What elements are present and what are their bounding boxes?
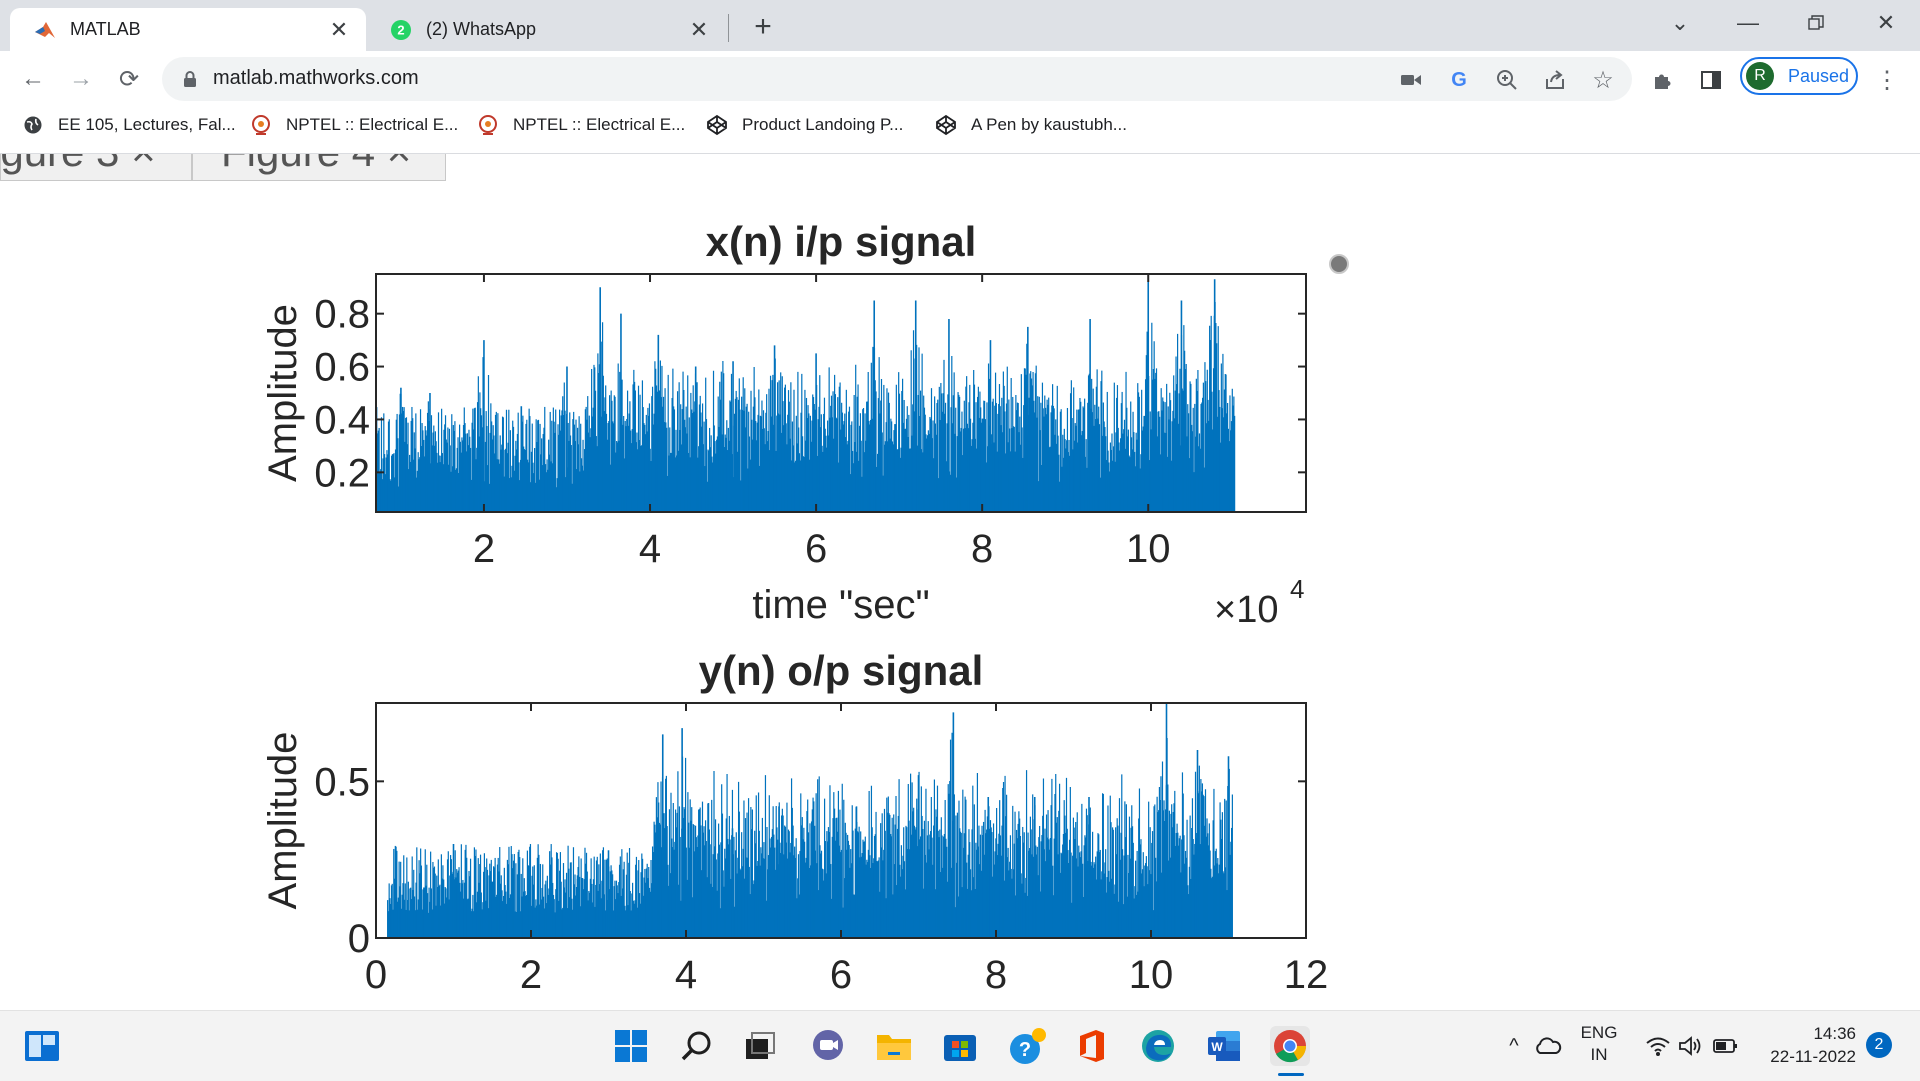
file-explorer-icon[interactable] [874,1026,914,1066]
teams-chat-icon[interactable] [808,1026,848,1066]
bookmark-item[interactable]: A Pen by kaustubh... [935,107,1127,143]
tab-search-icon[interactable]: ⌄ [1670,10,1690,35]
svg-text:2: 2 [397,22,404,37]
nptel-icon [477,114,499,136]
bookmark-label: NPTEL :: Electrical E... [286,115,459,134]
forward-button[interactable]: → [69,65,93,92]
svg-text:W: W [1211,1040,1223,1054]
google-icon[interactable]: G [1451,68,1467,91]
onedrive-icon[interactable] [1528,1026,1568,1066]
bookmarks-bar: EE 105, Lectures, Fal... NPTEL :: Electr… [0,107,1920,154]
bookmark-item[interactable]: EE 105, Lectures, Fal... [22,107,236,143]
nptel-icon [250,114,272,136]
reload-button[interactable]: ⟳ [118,65,140,93]
browser-title-bar: MATLAB ✕ 2 (2) WhatsApp ✕ + ⌄ — ✕ [0,0,1920,51]
figure-tab[interactable]: igure 3 × [0,154,192,181]
word-icon[interactable]: W [1204,1026,1244,1066]
task-view-icon[interactable] [740,1026,780,1066]
menu-icon[interactable]: ⋮ [1875,66,1899,94]
side-panel-icon[interactable] [1698,67,1724,93]
edge-icon[interactable] [1138,1026,1178,1066]
globe-icon [22,114,44,136]
profile-button[interactable]: R Paused [1740,57,1858,95]
tab-separator [728,14,729,42]
bookmark-item[interactable]: NPTEL :: Electrical E... [477,107,685,143]
language-indicator[interactable]: ENG IN [1578,1023,1620,1065]
clock[interactable]: 14:36 22-11-2022 [1752,1024,1856,1067]
chevron-up-icon[interactable]: ^ [1509,1034,1519,1057]
minimize-button[interactable]: — [1737,10,1759,35]
help-icon[interactable]: ? [1008,1026,1048,1066]
mouse-cursor [1329,254,1349,274]
matlab-icon [34,19,56,41]
figure-tab[interactable]: Figure 4 × [192,154,446,181]
whatsapp-icon: 2 [390,19,412,41]
tab-title: (2) WhatsApp [426,19,537,39]
tab-matlab[interactable]: MATLAB ✕ [10,8,366,51]
address-bar[interactable]: matlab.mathworks.com G ☆ [162,57,1632,101]
avatar: R [1746,62,1774,90]
profile-status: Paused [1788,65,1850,86]
codepen-icon [935,114,957,136]
battery-icon[interactable] [1706,1026,1746,1066]
volume-icon[interactable] [1670,1026,1710,1066]
camera-icon[interactable] [1398,67,1424,93]
store-icon[interactable] [940,1026,980,1066]
language-code: ENG [1580,1023,1618,1042]
new-tab-button[interactable]: + [754,10,772,43]
url-text: matlab.mathworks.com [213,67,419,89]
bookmark-label: NPTEL :: Electrical E... [513,115,686,134]
clock-date: 22-11-2022 [1770,1047,1856,1066]
close-icon[interactable]: ✕ [329,16,349,42]
wifi-icon[interactable] [1638,1026,1678,1066]
codepen-icon [706,114,728,136]
matlab-figure-area: igure 3 × Figure 4 × [0,154,1920,1010]
bookmark-label: A Pen by kaustubh... [971,115,1127,134]
start-icon[interactable] [611,1026,651,1066]
share-icon[interactable] [1542,67,1568,93]
browser-toolbar: ← → ⟳ matlab.mathworks.com G ☆ R Paused … [0,51,1920,107]
windows-taskbar: ? W ^ ENG IN 14:36 22-11-2022 [0,1010,1920,1081]
region-code: IN [1590,1045,1608,1064]
restore-button[interactable] [1796,6,1836,40]
tab-whatsapp[interactable]: 2 (2) WhatsApp ✕ [366,8,726,51]
widgets-icon[interactable] [22,1026,62,1066]
close-window-button[interactable]: ✕ [1876,10,1896,35]
lock-icon [180,69,200,89]
bookmark-label: EE 105, Lectures, Fal... [58,115,236,134]
tab-title: MATLAB [70,19,141,39]
search-icon[interactable] [677,1026,717,1066]
clock-time: 14:36 [1813,1024,1856,1043]
bookmark-item[interactable]: Product Landoing P... [706,107,903,143]
svg-text:?: ? [1019,1039,1031,1061]
office-icon[interactable] [1072,1026,1112,1066]
chrome-icon[interactable] [1270,1026,1310,1066]
close-icon[interactable]: ✕ [689,16,709,42]
back-button[interactable]: ← [21,65,45,92]
notification-badge[interactable]: 2 [1866,1032,1892,1058]
active-app-indicator [1278,1073,1304,1076]
bookmark-star-icon[interactable]: ☆ [1592,66,1614,94]
extensions-icon[interactable] [1650,67,1676,93]
zoom-icon[interactable] [1494,67,1520,93]
bookmark-label: Product Landoing P... [742,115,904,134]
bookmark-item[interactable]: NPTEL :: Electrical E... [250,107,458,143]
